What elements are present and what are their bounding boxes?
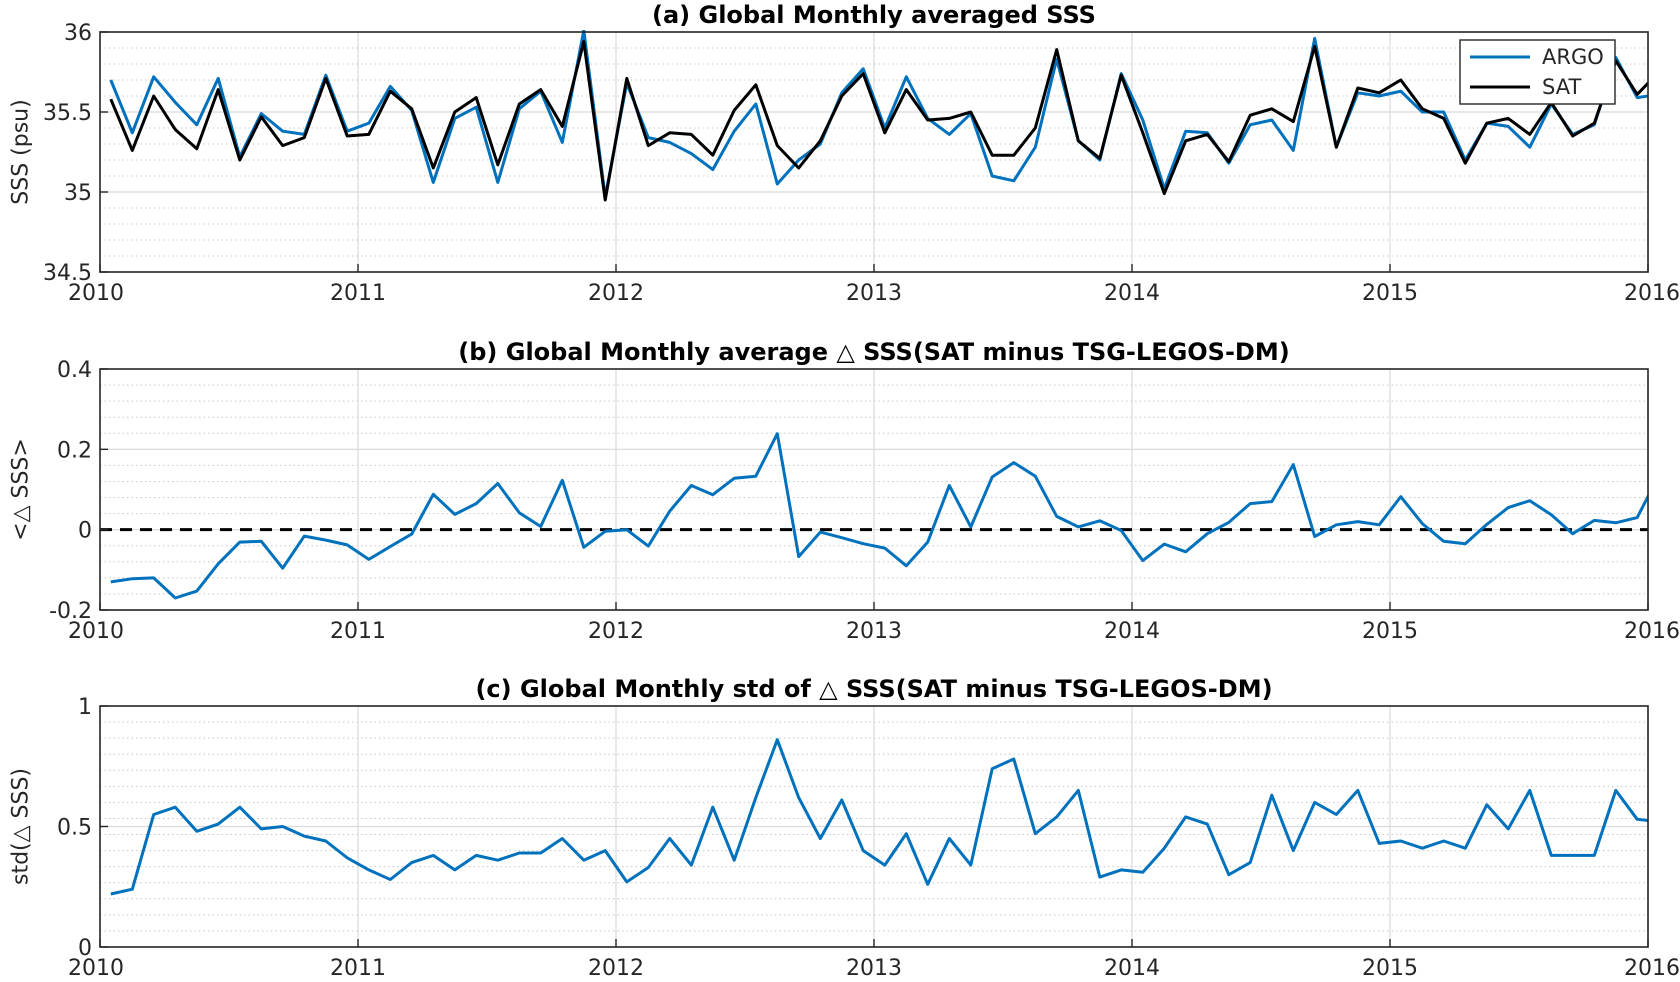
x-tick-label: 2015 bbox=[1362, 619, 1418, 644]
x-tick-label: 2016 bbox=[1624, 619, 1680, 644]
y-axis-label: SSS (psu) bbox=[9, 99, 34, 204]
x-tick-label: 2013 bbox=[846, 281, 902, 306]
y-tick-label: 0 bbox=[78, 936, 92, 961]
chart-title: (a) Global Monthly averaged SSS bbox=[652, 1, 1096, 29]
x-tick-label: 2015 bbox=[1362, 956, 1418, 981]
y-axis-label: std(△ SSS) bbox=[9, 768, 34, 885]
x-tick-label: 2013 bbox=[846, 956, 902, 981]
y-tick-label: 0.5 bbox=[57, 816, 92, 841]
x-tick-label: 2016 bbox=[1624, 281, 1680, 306]
series-line-series0 bbox=[110, 738, 1648, 896]
y-tick-label: 35.5 bbox=[43, 101, 92, 126]
legend-label-sat: SAT bbox=[1542, 75, 1581, 99]
x-tick-label: 2010 bbox=[68, 281, 124, 306]
x-tick-label: 2012 bbox=[588, 619, 644, 644]
y-tick-label: 0.2 bbox=[57, 438, 92, 463]
series-line-argo bbox=[109, 30, 1648, 199]
series-line-series0 bbox=[110, 432, 1648, 600]
y-tick-label: -0.2 bbox=[49, 599, 92, 624]
legend: ARGO SAT bbox=[1459, 39, 1616, 105]
x-tick-label: 2015 bbox=[1362, 281, 1418, 306]
x-tick-label: 2014 bbox=[1104, 956, 1160, 981]
chart-title: (c) Global Monthly std of △ SSS(SAT minu… bbox=[475, 675, 1272, 703]
series-line-sat bbox=[109, 40, 1648, 202]
x-tick-label: 2014 bbox=[1104, 281, 1160, 306]
x-tick-label: 2010 bbox=[68, 619, 124, 644]
x-tick-label: 2010 bbox=[68, 956, 124, 981]
x-tick-label: 2012 bbox=[588, 281, 644, 306]
x-tick-label: 2011 bbox=[330, 281, 386, 306]
x-tick-label: 2011 bbox=[330, 619, 386, 644]
y-tick-label: 0 bbox=[78, 519, 92, 544]
x-tick-label: 2012 bbox=[588, 956, 644, 981]
x-tick-label: 2011 bbox=[330, 956, 386, 981]
x-tick-label: 2014 bbox=[1104, 619, 1160, 644]
panel-a: 34.5 35 35.5 36 2010 2011 2012 2013 2014 2015 2016… bbox=[9, 1, 1680, 306]
y-tick-label: 35 bbox=[64, 181, 92, 206]
x-tick-label: 2016 bbox=[1624, 956, 1680, 981]
y-tick-label: 1 bbox=[78, 695, 92, 720]
y-axis-label: <△ SSS> bbox=[9, 438, 34, 541]
chart-title: (b) Global Monthly average △ SSS(SAT min… bbox=[458, 338, 1289, 366]
panel-c: 0 0.5 1 2010 2011 2012 2013 2014 2015 2016 (c) Gl… bbox=[9, 675, 1680, 981]
legend-label-argo: ARGO bbox=[1542, 45, 1604, 69]
y-tick-label: 0.4 bbox=[57, 358, 92, 383]
x-tick-label: 2013 bbox=[846, 619, 902, 644]
legend-box bbox=[1459, 39, 1616, 105]
y-tick-label: 34.5 bbox=[43, 261, 92, 286]
y-tick-label: 36 bbox=[64, 21, 92, 46]
